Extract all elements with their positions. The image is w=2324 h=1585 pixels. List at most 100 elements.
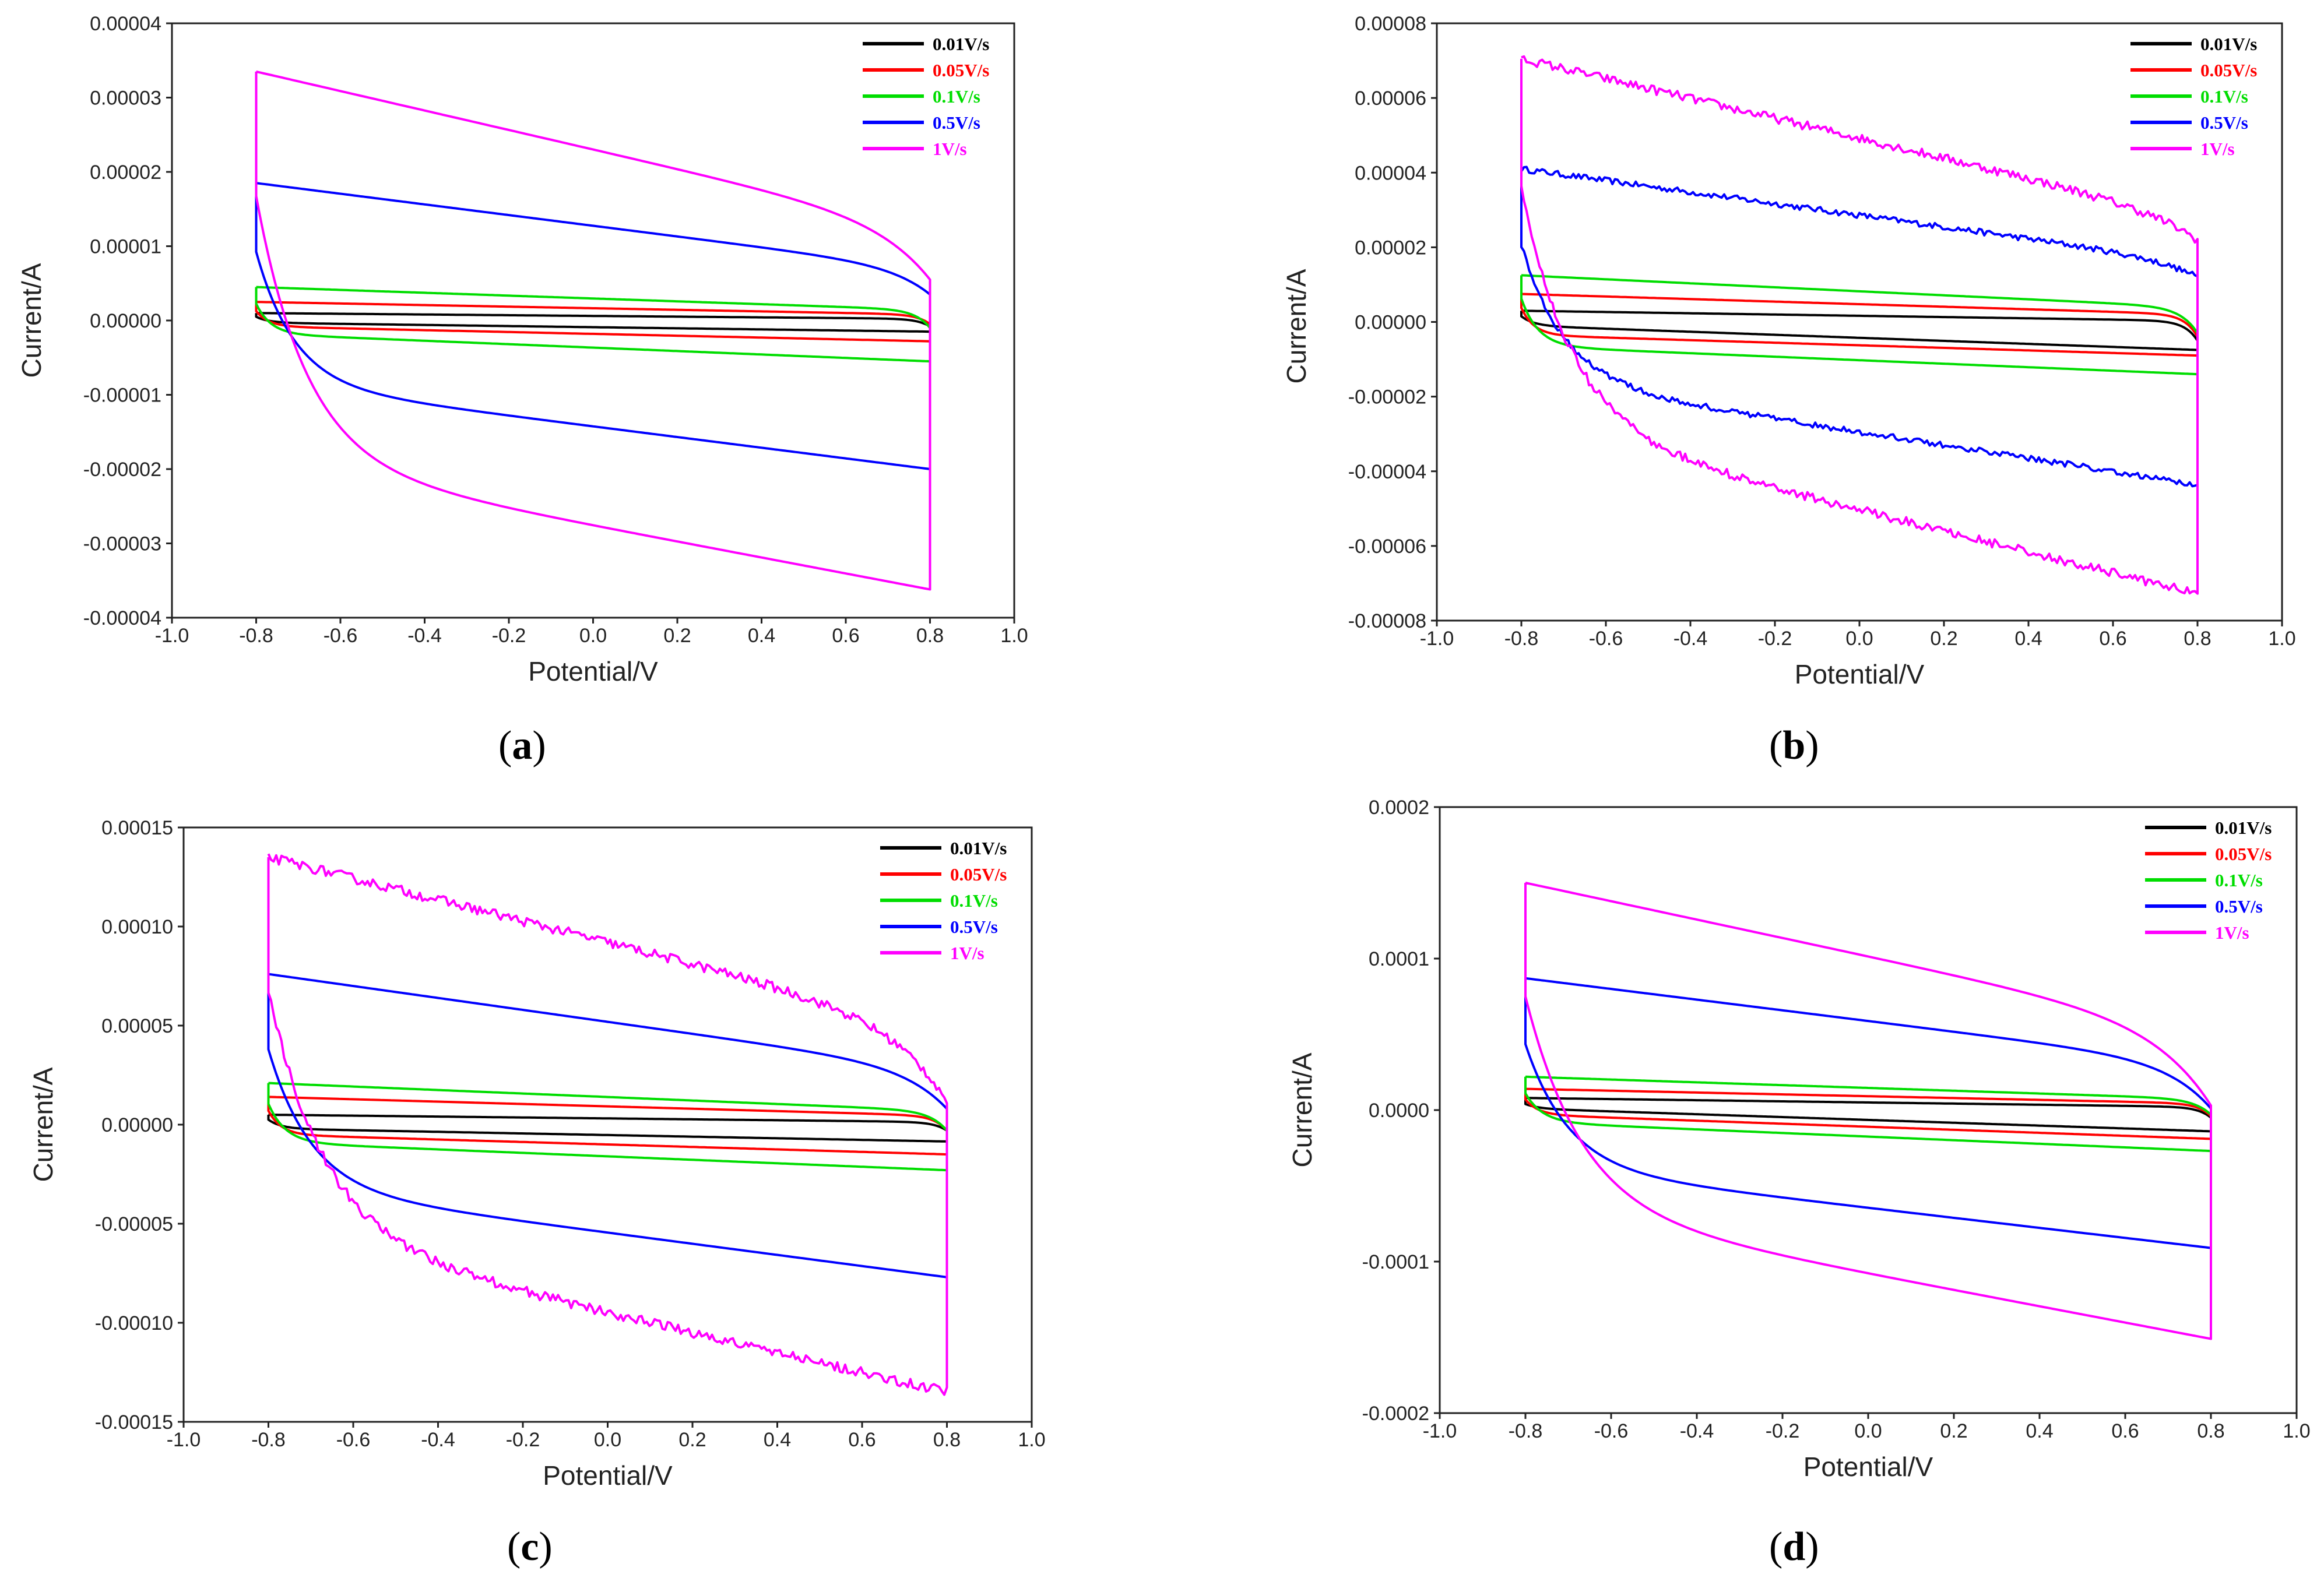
legend-label: 0.05V/s [950, 864, 1007, 885]
x-tick-label: 0.6 [2099, 628, 2126, 650]
x-tick-label: 0.6 [832, 625, 859, 647]
y-tick-label: 0.0002 [1369, 797, 1429, 819]
y-axis: -0.00015 -0.00010 -0.00005 0.00000 0.00005 0.… [95, 817, 184, 1433]
legend: 0.01V/s 0.05V/s 0.1V/s 0.5V/s 1V/s [863, 34, 989, 159]
x-tick-label: -0.8 [1504, 628, 1539, 650]
x-tick-label: -0.6 [336, 1429, 371, 1451]
legend-label: 0.01V/s [2215, 818, 2272, 838]
y-tick-label: -0.00015 [95, 1411, 173, 1433]
x-tick-label: -0.2 [1766, 1420, 1800, 1442]
legend: 0.01V/s 0.05V/s 0.1V/s 0.5V/s 1V/s [880, 838, 1007, 963]
y-axis-label: Current/A [1281, 269, 1312, 383]
x-tick-label: -0.8 [239, 625, 273, 647]
y-axis-label: Current/A [16, 263, 47, 378]
x-tick-label: -0.6 [1589, 628, 1623, 650]
legend: 0.01V/s 0.05V/s 0.1V/s 0.5V/s 1V/s [2130, 34, 2257, 159]
series-group [267, 853, 948, 1396]
x-tick-label: -0.2 [492, 625, 526, 647]
x-tick-label: 0.2 [678, 1429, 706, 1451]
y-tick-label: -0.00004 [83, 607, 161, 629]
series-group [1520, 55, 2199, 595]
y-tick-label: 0.00006 [1355, 87, 1426, 110]
legend-label: 0.05V/s [2215, 844, 2272, 864]
chart-panel-c: -1.0 -0.8 -0.6 -0.4 -0.2 0.0 0.2 0.4 0.6 0.8 1.0 -0… [28, 817, 1046, 1491]
y-tick-label: 0.00005 [101, 1015, 173, 1037]
x-tick-label: -0.4 [1673, 628, 1708, 650]
x-axis-label: Potential/V [1795, 659, 1925, 689]
x-axis-label: Potential/V [1803, 1452, 1933, 1482]
y-tick-label: -0.0001 [1362, 1251, 1429, 1273]
y-tick-label: 0.00008 [1355, 13, 1426, 35]
x-axis: -1.0 -0.8 -0.6 -0.4 -0.2 0.0 0.2 0.4 0.6 0.8 1.0 [167, 1422, 1046, 1451]
chart-panel-b: -1.0 -0.8 -0.6 -0.4 -0.2 0.0 0.2 0.4 0.6 0.8 1.0 -0… [1281, 13, 2296, 689]
x-tick-label: 0.4 [2026, 1420, 2053, 1442]
x-tick-label: 1.0 [1000, 625, 1028, 647]
series-line-0.05V/s [255, 301, 931, 343]
x-tick-label: -1.0 [167, 1429, 201, 1451]
legend-label: 1V/s [950, 943, 985, 963]
x-tick-label: -1.0 [1420, 628, 1454, 650]
x-tick-label: 1.0 [2283, 1420, 2310, 1442]
x-tick-label: 0.0 [1854, 1420, 1882, 1442]
y-tick-label: -0.00006 [1348, 536, 1426, 558]
legend-label: 0.5V/s [950, 917, 998, 937]
x-axis: -1.0 -0.8 -0.6 -0.4 -0.2 0.0 0.2 0.4 0.6 0.8 1.0 [1423, 1413, 2311, 1442]
y-axis: -0.0002 -0.0001 0.0000 0.0001 0.0002 [1362, 797, 1440, 1425]
y-tick-label: 0.00000 [90, 310, 161, 332]
series-line-0.5V/s [267, 973, 948, 1278]
y-tick-label: 0.00001 [90, 236, 161, 258]
x-tick-label: 0.4 [764, 1429, 791, 1451]
series-line-0.1V/s [1520, 274, 2199, 376]
y-tick-label: -0.0002 [1362, 1403, 1429, 1425]
legend-label: 0.01V/s [2200, 34, 2257, 54]
x-axis-label: Potential/V [543, 1460, 673, 1491]
x-tick-label: -0.4 [407, 625, 442, 647]
plot-frame [182, 826, 1033, 1423]
x-tick-label: -0.2 [1758, 628, 1792, 650]
legend-label: 0.1V/s [2215, 870, 2263, 890]
x-tick-label: -0.2 [506, 1429, 540, 1451]
x-tick-label: 1.0 [1018, 1429, 1045, 1451]
caption-a: (a) [498, 723, 546, 768]
x-tick-label: 0.8 [916, 625, 944, 647]
legend-label: 0.01V/s [933, 34, 989, 54]
y-axis-label: Current/A [28, 1067, 58, 1182]
series-line-0.5V/s [1520, 165, 2199, 488]
y-tick-label: -0.00002 [1348, 386, 1426, 408]
y-axis: -0.00004 -0.00003 -0.00002 -0.00001 0.00000 0… [83, 13, 172, 629]
x-tick-label: -0.6 [1594, 1420, 1629, 1442]
x-tick-label: 0.2 [663, 625, 691, 647]
y-tick-label: 0.00015 [101, 817, 173, 839]
x-tick-label: 0.6 [2111, 1420, 2139, 1442]
x-tick-label: -0.8 [1509, 1420, 1543, 1442]
y-tick-label: -0.00002 [83, 459, 161, 481]
legend-label: 1V/s [2215, 922, 2249, 943]
series-line-1V/s [1524, 882, 2212, 1340]
series-group [255, 70, 931, 591]
x-tick-label: 0.0 [579, 625, 607, 647]
y-axis: -0.00008 -0.00006 -0.00004 -0.00002 0.00000 0… [1348, 13, 1437, 632]
y-tick-label: 0.00000 [101, 1114, 173, 1136]
series-line-0.01V/s [1520, 309, 2199, 351]
x-tick-label: 0.8 [2184, 628, 2211, 650]
y-axis-label: Current/A [1287, 1052, 1317, 1167]
x-tick-label: 0.6 [848, 1429, 876, 1451]
x-tick-label: 0.8 [933, 1429, 961, 1451]
y-tick-label: -0.00003 [83, 533, 161, 555]
legend-label: 0.1V/s [933, 86, 980, 107]
legend-label: 0.5V/s [2200, 112, 2248, 133]
y-tick-label: 0.00003 [90, 87, 161, 110]
y-tick-label: -0.00010 [95, 1312, 173, 1334]
y-tick-label: 0.00002 [1355, 237, 1426, 259]
x-axis: -1.0 -0.8 -0.6 -0.4 -0.2 0.0 0.2 0.4 0.6 0.8 1.0 [1420, 621, 2296, 650]
x-tick-label: 0.0 [594, 1429, 621, 1451]
y-tick-label: -0.00004 [1348, 461, 1426, 483]
x-tick-label: 1.0 [2268, 628, 2295, 650]
caption-b: (b) [1769, 723, 1819, 768]
x-tick-label: -0.4 [1680, 1420, 1714, 1442]
caption-c: (c) [507, 1524, 553, 1569]
legend-label: 0.1V/s [2200, 86, 2248, 107]
legend: 0.01V/s 0.05V/s 0.1V/s 0.5V/s 1V/s [2145, 818, 2272, 943]
caption-d: (d) [1769, 1524, 1819, 1569]
x-axis: -1.0 -0.8 -0.6 -0.4 -0.2 0.0 0.2 0.4 0.6 0.8 1.0 [155, 618, 1028, 647]
